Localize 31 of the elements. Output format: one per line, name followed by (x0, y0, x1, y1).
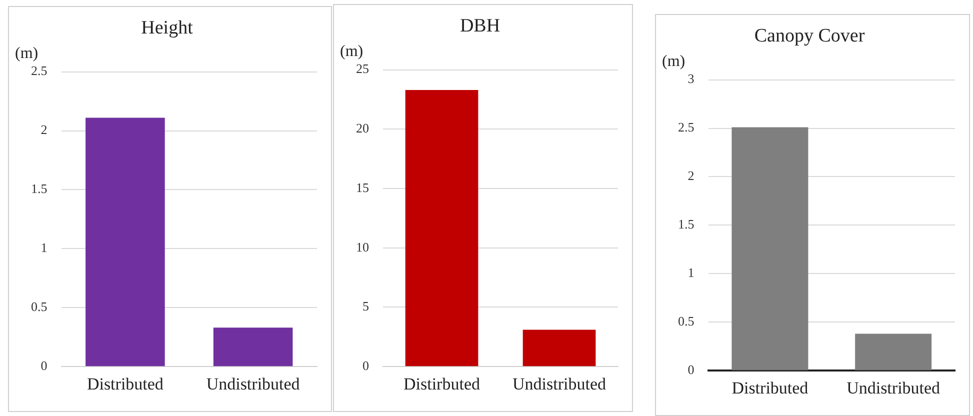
x-tick-label: Undistributed (846, 378, 941, 398)
y-tick-label: 25 (356, 61, 369, 76)
y-tick-label: 0.5 (678, 314, 694, 329)
x-tick-label: Distributed (86, 374, 164, 394)
y-tick-label: 10 (356, 239, 369, 254)
y-tick-label: 1 (40, 240, 48, 256)
y-tick-label: 20 (356, 120, 369, 136)
x-tick-label: Undistributed (512, 374, 606, 394)
y-tick-label: 3 (688, 71, 694, 86)
y-tick-label: 5 (362, 298, 369, 314)
y-tick-label: 1.5 (678, 216, 694, 232)
y-tick-label: 0 (40, 358, 48, 374)
y-tick-label: 0.5 (31, 299, 48, 314)
y-tick-label: 0 (362, 358, 369, 374)
y-axis-title: (m) (340, 43, 364, 60)
y-tick-label: 0 (688, 362, 694, 378)
y-tick-label: 2 (688, 168, 694, 184)
x-tick-label: Distirbuted (404, 374, 480, 394)
y-axis-title: (m) (15, 45, 38, 62)
y-tick-label: 2 (40, 122, 48, 138)
y-axis-title: (m) (662, 53, 686, 70)
y-tick-label: 15 (356, 180, 369, 195)
x-tick-label: Undistributed (206, 374, 300, 394)
y-tick-label: 2.5 (678, 120, 694, 135)
chart-title: Canopy Cover (754, 25, 866, 46)
y-tick-label: 2.5 (31, 63, 48, 78)
chart-title: DBH (460, 15, 500, 36)
chart-title: Height (141, 17, 194, 38)
x-tick-label: Distributed (732, 378, 809, 398)
y-tick-label: 1 (688, 265, 694, 280)
y-tick-label: 1.5 (31, 181, 48, 196)
